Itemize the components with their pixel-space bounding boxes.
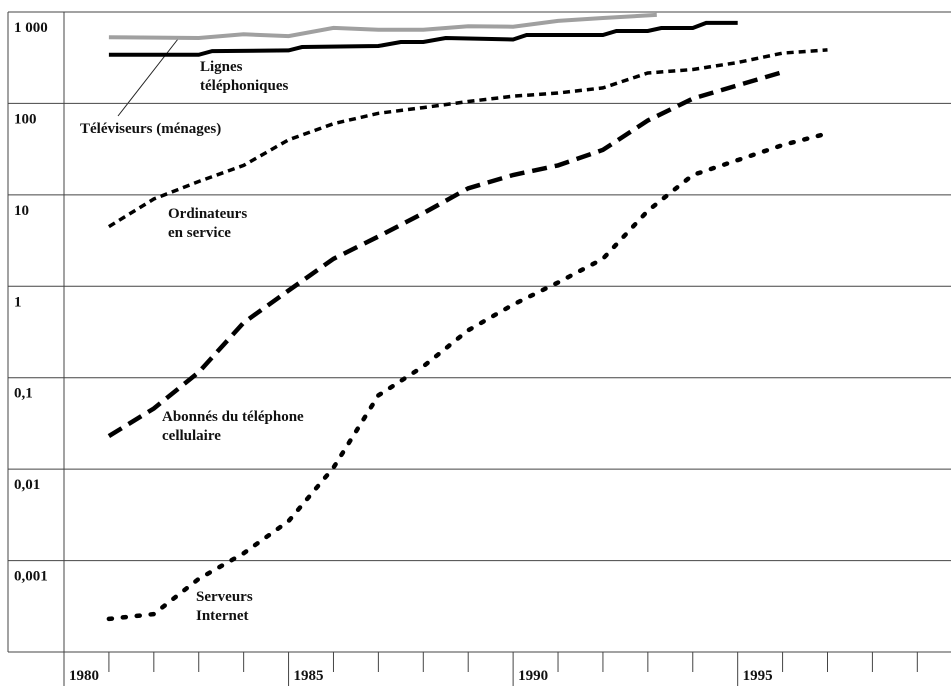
series-line [108,12,657,41]
y-tick-label: 1 [14,294,22,310]
y-tick-label: 1 000 [14,20,48,36]
series-label: Abonnés du téléphone cellulaire [162,409,304,444]
series-label: Lignes téléphoniques [200,59,289,94]
x-tick-label: 1995 [743,668,773,684]
series-line [106,131,830,622]
leader-line [117,38,179,117]
y-tick-label: 0,001 [14,569,48,585]
series-label: Téléviseurs (ménages) [80,121,222,137]
series-line [108,20,738,57]
series-line [107,69,784,439]
x-tick-label: 1990 [518,668,548,684]
y-tick-label: 0,1 [14,386,33,402]
y-tick-label: 100 [14,111,37,127]
y-tick-label: 10 [14,203,29,219]
y-tick-label: 0,01 [14,477,40,493]
series-line [107,48,828,229]
x-tick-label: 1985 [294,668,324,684]
series-label: Serveurs Internet [196,589,253,624]
x-tick-label: 1980 [69,668,99,684]
series-label: Ordinateurs en service [168,206,248,241]
